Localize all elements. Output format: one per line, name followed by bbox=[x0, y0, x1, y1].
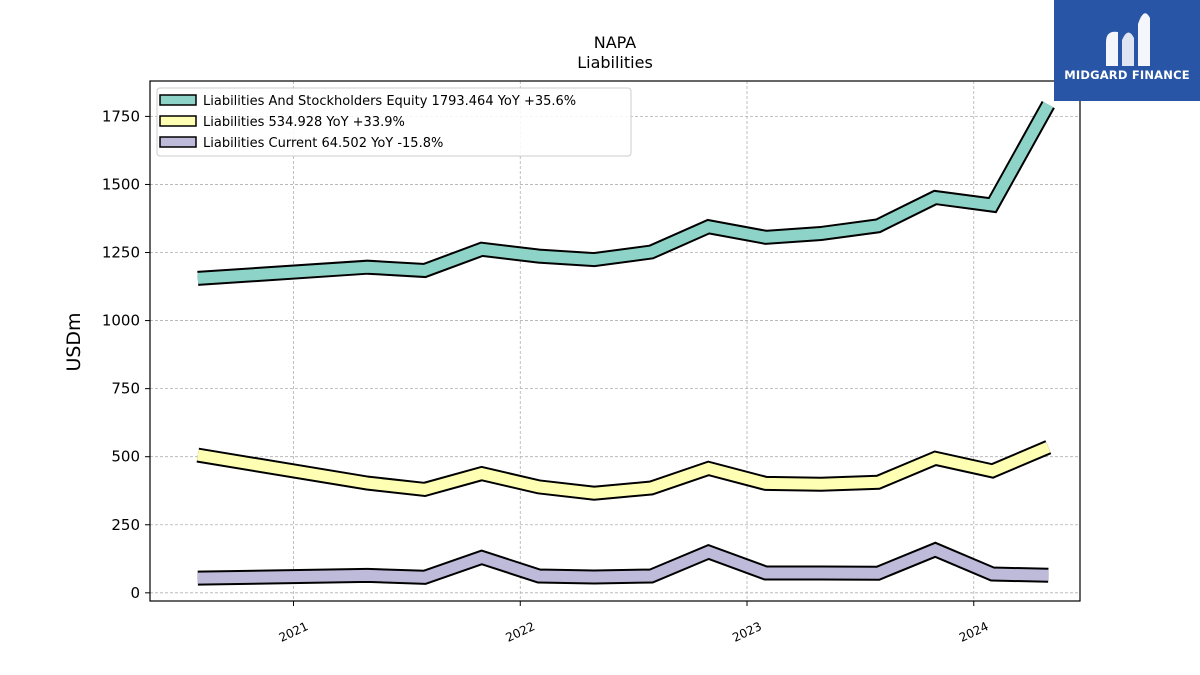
x-tick-label: 2024 bbox=[957, 619, 991, 645]
y-tick-label: 250 bbox=[111, 516, 140, 534]
grid bbox=[150, 81, 1080, 601]
y-tick-label: 750 bbox=[111, 380, 140, 398]
brand-name: MIDGARD FINANCE bbox=[1064, 68, 1190, 82]
axes: 0 250 500 750 1000 1250 1500 1750 2021 2022 2023 20… bbox=[102, 107, 991, 644]
y-tick-label: 1250 bbox=[102, 244, 140, 262]
x-tick-label: 2023 bbox=[730, 619, 764, 645]
legend-box bbox=[156, 87, 632, 157]
y-tick-label: 1000 bbox=[102, 312, 140, 330]
series-liabilities-and-stockholders-equity bbox=[197, 100, 1055, 286]
series-layer bbox=[196, 100, 1055, 586]
legend-swatch bbox=[159, 136, 197, 148]
legend-label: Liabilities 534.928 YoY +33.9% bbox=[203, 115, 405, 130]
brand-mark-icon bbox=[1106, 13, 1150, 66]
plot-area bbox=[149, 80, 1081, 602]
legend-swatch bbox=[159, 115, 197, 127]
y-tick-label: 1750 bbox=[102, 107, 140, 125]
x-tick-label: 2022 bbox=[503, 619, 537, 645]
series-line bbox=[197, 543, 1049, 584]
legend-swatch bbox=[159, 94, 197, 106]
x-tick-label: 2021 bbox=[277, 619, 311, 645]
series-liabilities bbox=[196, 440, 1052, 501]
y-tick-label: 500 bbox=[111, 448, 140, 466]
legend-label: Liabilities And Stockholders Equity 1793… bbox=[203, 94, 576, 109]
brand-logo: MIDGARD FINANCE bbox=[1054, 0, 1200, 101]
series-liabilities-current bbox=[197, 541, 1049, 586]
chart-title: NAPA bbox=[594, 33, 637, 52]
y-tick-label: 0 bbox=[130, 584, 140, 602]
legend: Liabilities And Stockholders Equity 1793… bbox=[156, 87, 632, 157]
legend-label: Liabilities Current 64.502 YoY -15.8% bbox=[203, 136, 443, 151]
y-axis-label: USDm bbox=[63, 312, 85, 371]
series-line bbox=[197, 101, 1054, 284]
y-tick-label: 1500 bbox=[102, 175, 140, 193]
chart-subtitle: Liabilities bbox=[577, 53, 653, 72]
series-line bbox=[196, 442, 1051, 499]
